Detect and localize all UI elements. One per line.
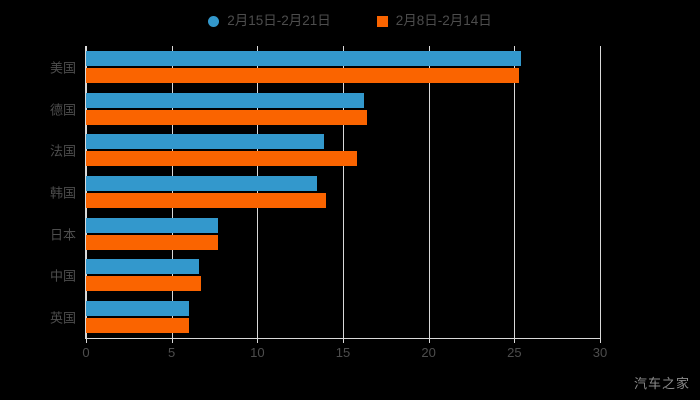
bar-group: 中国 [50, 255, 600, 297]
bar[interactable] [86, 50, 522, 66]
legend-label: 2月15日-2月21日 [227, 13, 331, 29]
chart-legend: 2月15日-2月21日 2月8日-2月14日 [0, 8, 700, 34]
bar[interactable] [86, 151, 357, 167]
y-tick-label: 法国 [49, 143, 76, 159]
bar[interactable] [86, 175, 318, 191]
bar[interactable] [86, 301, 189, 317]
bar[interactable] [86, 92, 364, 108]
x-tick-mark [428, 338, 430, 343]
x-gridline [514, 46, 516, 338]
bar[interactable] [86, 67, 520, 83]
legend-label: 2月8日-2月14日 [395, 13, 492, 29]
x-tick-mark [257, 338, 259, 343]
bar[interactable] [86, 134, 325, 150]
x-tick-mark [171, 338, 173, 343]
bar-group: 美国 [50, 46, 600, 88]
legend-circle-icon [208, 15, 220, 27]
bar[interactable] [86, 234, 218, 250]
x-tick-mark [600, 338, 601, 343]
y-tick-label: 德国 [49, 102, 76, 118]
x-gridline [171, 46, 173, 338]
x-gridline [428, 46, 430, 338]
bar[interactable] [86, 109, 367, 125]
x-axis-line [85, 338, 600, 339]
legend-square-icon [376, 15, 388, 27]
legend-item[interactable]: 2月8日-2月14日 [376, 13, 492, 29]
x-gridline [257, 46, 259, 338]
bar[interactable] [86, 276, 201, 292]
bar-group: 德国 [50, 88, 600, 130]
y-tick-label: 韩国 [49, 185, 76, 201]
x-gridline [86, 46, 87, 338]
y-tick-label: 英国 [49, 310, 76, 326]
watermark: 汽车之家 [633, 376, 690, 391]
x-tick-mark [514, 338, 516, 343]
x-tick-label: 20 [421, 345, 436, 360]
x-tick-mark [86, 338, 87, 343]
bar-group: 法国 [50, 129, 600, 171]
bar-group: 英国 [50, 296, 600, 338]
y-tick-label: 中国 [49, 268, 76, 284]
plot-area: 0 5 10 15 20 25 30 美国德国法国韩国日本中国英国 [50, 46, 607, 360]
bar[interactable] [86, 192, 326, 208]
bar[interactable] [86, 259, 200, 275]
legend-item[interactable]: 2月15日-2月21日 [208, 14, 331, 28]
bar-group: 韩国 [50, 171, 600, 213]
bar[interactable] [86, 318, 189, 334]
x-tick-label: 5 [168, 345, 176, 360]
x-gridline [600, 46, 601, 338]
x-tick-label: 30 [592, 345, 608, 360]
y-tick-label: 日本 [49, 227, 76, 243]
x-gridline [343, 46, 344, 338]
bar[interactable] [86, 217, 218, 233]
x-tick-label: 0 [82, 345, 90, 360]
bar-group: 日本 [50, 213, 600, 255]
y-tick-label: 美国 [49, 60, 76, 76]
y-axis-line [85, 46, 86, 338]
x-tick-label: 10 [250, 345, 265, 360]
x-tick-label: 25 [507, 345, 522, 360]
x-tick-mark [343, 338, 344, 343]
x-tick-label: 15 [335, 345, 351, 360]
